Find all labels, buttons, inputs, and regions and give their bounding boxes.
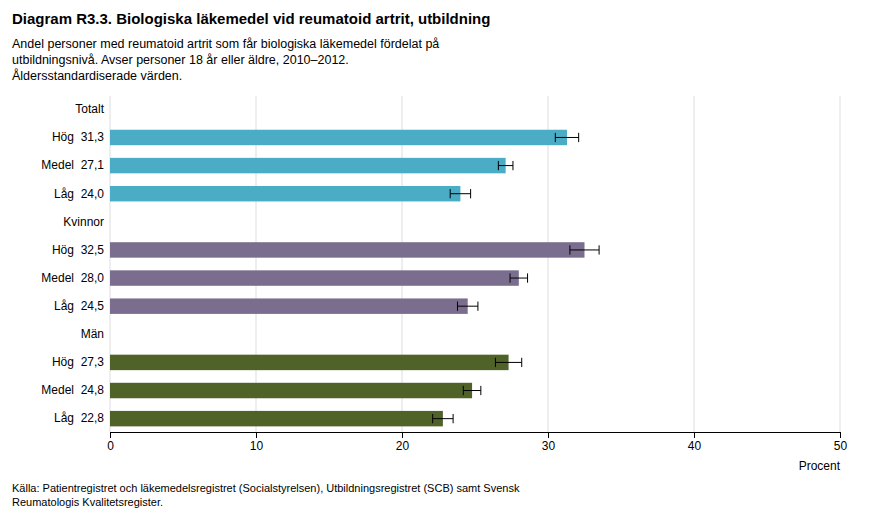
bar xyxy=(110,158,506,173)
x-tick-mark xyxy=(548,432,549,438)
y-tick-label: Medel 28,0 xyxy=(41,271,104,285)
subtitle: Andel personer med reumatoid artrit som … xyxy=(12,37,439,51)
error-bar xyxy=(457,302,477,311)
footer: Reumatologis Kvalitetsregister. xyxy=(12,496,163,508)
y-tick-label: Kvinnor xyxy=(63,215,104,229)
x-tick: 30 xyxy=(542,432,556,453)
x-tick-label: 50 xyxy=(834,439,848,453)
x-tick-mark xyxy=(402,432,403,438)
bar xyxy=(110,242,585,257)
subtitle: utbildningsnivå. Avser personer 18 år el… xyxy=(12,53,349,67)
error-bar xyxy=(463,386,481,395)
x-tick-label: 20 xyxy=(396,439,410,453)
x-axis: 0 10 20 30 40 50 xyxy=(107,432,847,453)
grid xyxy=(110,96,840,432)
y-tick-label: Medel 27,1 xyxy=(41,158,104,172)
y-tick-label: Hög 27,3 xyxy=(52,355,104,369)
y-tick: Hög 27,3 xyxy=(52,355,104,369)
y-tick: Medel 28,0 xyxy=(41,271,104,285)
grid-line xyxy=(840,96,841,432)
y-tick: Kvinnor xyxy=(63,215,104,229)
bar xyxy=(110,270,519,285)
y-tick: Hög 31,3 xyxy=(52,130,104,144)
x-tick-mark xyxy=(256,432,257,438)
y-tick: Medel 24,8 xyxy=(41,383,104,397)
grid-line xyxy=(256,96,257,432)
bar xyxy=(110,355,509,370)
y-tick: Låg 22,8 xyxy=(54,411,104,425)
x-axis-title: Procent xyxy=(799,459,841,473)
y-axis: Totalt Hög 31,3 Medel 27,1 Låg 24,0 Kvinnor H… xyxy=(41,102,104,425)
error-bar xyxy=(495,358,521,367)
y-tick-label: Totalt xyxy=(75,102,104,116)
y-tick-label: Hög 32,5 xyxy=(52,243,104,257)
y-tick: Låg 24,0 xyxy=(54,187,104,201)
x-tick: 0 xyxy=(107,432,114,453)
y-tick: Låg 24,5 xyxy=(54,299,104,313)
x-tick: 50 xyxy=(834,432,848,453)
x-tick-label: 40 xyxy=(688,439,702,453)
y-tick-label: Medel 24,8 xyxy=(41,383,104,397)
bar xyxy=(110,411,443,426)
footer: Källa: Patientregistret och läkemedelsre… xyxy=(12,482,520,494)
subtitle: Åldersstandardiserade värden. xyxy=(12,68,182,83)
error-bar xyxy=(555,133,578,142)
y-tick-label: Låg 24,0 xyxy=(54,187,104,201)
x-tick-mark xyxy=(694,432,695,438)
chart: Diagram R3.3. Biologiska läkemedel vid r… xyxy=(0,0,880,521)
y-tick: Män xyxy=(81,327,104,341)
x-tick: 40 xyxy=(688,432,702,453)
y-tick-label: Män xyxy=(81,327,104,341)
error-bar xyxy=(570,245,599,254)
y-tick-label: Låg 24,5 xyxy=(54,299,104,313)
x-tick: 20 xyxy=(396,432,410,453)
y-tick-label: Hög 31,3 xyxy=(52,130,104,144)
bar xyxy=(110,298,468,313)
plot-area xyxy=(110,130,599,427)
grid-line xyxy=(110,96,111,432)
grid-line xyxy=(694,96,695,432)
error-bar xyxy=(498,161,513,170)
bar xyxy=(110,383,472,398)
y-tick: Medel 27,1 xyxy=(41,158,104,172)
x-tick-label: 0 xyxy=(107,439,114,453)
bar xyxy=(110,186,460,201)
x-axis-line xyxy=(111,433,841,439)
error-bar xyxy=(433,414,453,423)
x-tick-mark xyxy=(840,432,841,438)
grid-line xyxy=(402,96,403,432)
title: Diagram R3.3. Biologiska läkemedel vid r… xyxy=(12,10,490,27)
error-bar xyxy=(450,189,470,198)
y-tick-label: Låg 22,8 xyxy=(54,411,104,425)
x-tick-label: 30 xyxy=(542,439,556,453)
y-tick: Hög 32,5 xyxy=(52,243,104,257)
x-tick-label: 10 xyxy=(250,439,264,453)
y-tick: Totalt xyxy=(75,102,104,116)
grid-line xyxy=(548,96,549,432)
error-bar xyxy=(510,273,528,282)
x-tick-mark xyxy=(110,432,111,438)
bar xyxy=(110,130,567,145)
x-tick: 10 xyxy=(250,432,264,453)
